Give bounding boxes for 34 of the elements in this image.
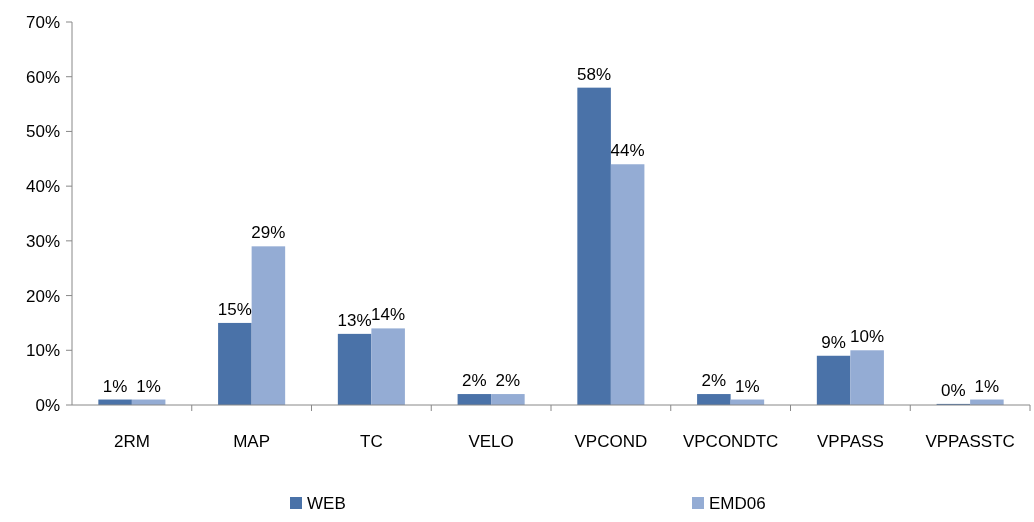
data-label: 58%	[577, 64, 612, 84]
legend-label: WEB	[307, 493, 346, 513]
data-label: 1%	[136, 376, 161, 396]
data-label: 29%	[251, 223, 286, 243]
data-label: 44%	[610, 141, 645, 161]
data-label: 1%	[974, 376, 1000, 396]
data-label: 1%	[735, 376, 760, 396]
data-label: 9%	[821, 332, 846, 352]
data-label: 2%	[462, 371, 487, 391]
y-tick-label: 30%	[25, 231, 60, 251]
x-tick-label: 2RM	[113, 432, 150, 451]
data-label: 15%	[217, 299, 252, 319]
data-label: 10%	[850, 327, 885, 347]
y-tick-label: 50%	[25, 122, 60, 142]
y-tick-label: 40%	[25, 177, 60, 197]
y-tick-label: 0%	[35, 395, 60, 415]
data-label: 2%	[495, 371, 521, 391]
y-tick-label: 70%	[25, 12, 60, 32]
x-tick-label: VPPASSTC	[925, 432, 1015, 451]
data-label: 0%	[941, 380, 966, 400]
legend-label: EMD06	[709, 493, 766, 513]
x-tick-label: MAP	[233, 432, 271, 451]
data-label: 13%	[337, 310, 372, 330]
data-label: 14%	[371, 305, 406, 325]
x-tick-label: VPCOND	[574, 432, 648, 451]
x-tick-label: VPCONDTC	[682, 432, 779, 451]
x-tick-label: TC	[360, 432, 383, 451]
y-tick-label: 20%	[25, 286, 60, 306]
y-tick-label: 10%	[25, 341, 60, 361]
data-label: 1%	[102, 376, 128, 396]
x-tick-label: VELO	[468, 432, 514, 451]
y-tick-label: 60%	[25, 67, 60, 87]
x-tick-label: VPPASS	[816, 432, 884, 451]
data-label: 2%	[701, 371, 727, 391]
